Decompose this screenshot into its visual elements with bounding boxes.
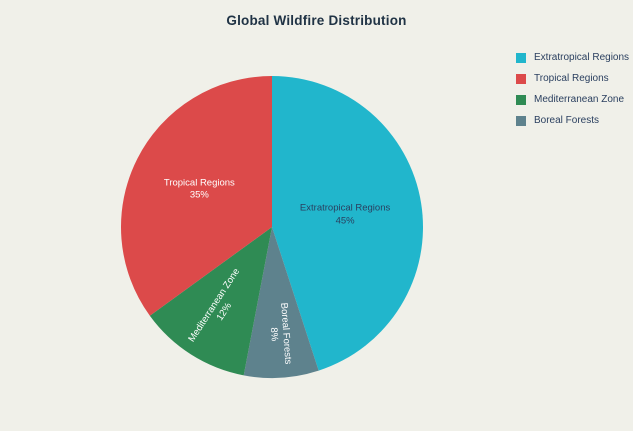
legend-swatch-tropical-regions: [516, 73, 526, 84]
pie-slice-tropical-regions[interactable]: [120, 75, 273, 316]
pie-slice-mediterranean-zone[interactable]: [149, 227, 272, 376]
legend-item-tropical-regions[interactable]: Tropical Regions: [516, 68, 629, 89]
legend-swatch-extratropical-regions: [516, 52, 526, 63]
legend-label-tropical-regions: Tropical Regions: [534, 73, 609, 84]
legend-label-mediterranean-zone: Mediterranean Zone: [534, 94, 625, 105]
legend-item-mediterranean-zone[interactable]: Mediterranean Zone: [516, 89, 629, 110]
legend-label-extratropical-regions: Extratropical Regions: [534, 52, 630, 63]
legend: Extratropical Regions Tropical Regions Med…: [516, 47, 629, 131]
legend-label-boreal-forests: Boreal Forests: [534, 115, 600, 126]
legend-item-boreal-forests[interactable]: Boreal Forests: [516, 110, 629, 131]
legend-item-extratropical-regions[interactable]: Extratropical Regions: [516, 47, 629, 68]
legend-swatch-boreal-forests: [516, 115, 526, 126]
legend-swatch-mediterranean-zone: [516, 94, 526, 105]
chart-title: Global Wildfire Distribution: [226, 13, 407, 28]
pie-slice-boreal-forests[interactable]: [243, 227, 319, 379]
pie-slice-extratropical-regions[interactable]: [272, 76, 423, 371]
